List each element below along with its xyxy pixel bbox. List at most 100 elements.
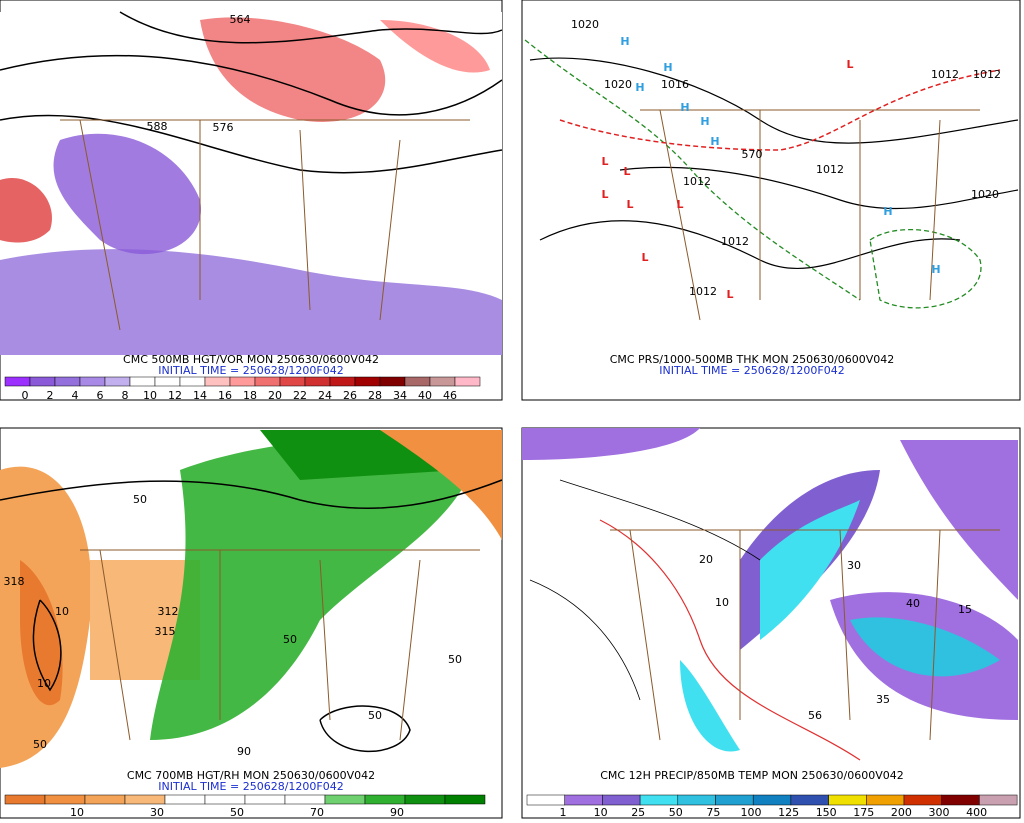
pressure-center: H [635, 81, 644, 94]
colorbar-swatch [104, 376, 131, 387]
humidity-fill [0, 430, 503, 768]
pressure-center: L [601, 188, 608, 201]
pressure-center: L [676, 198, 683, 211]
colorbar-swatch [254, 376, 281, 387]
colorbar-label: 46 [443, 389, 457, 402]
contour-label: 1012 [683, 175, 711, 188]
colorbar-label: 18 [243, 389, 257, 402]
colorbar-label: 75 [706, 806, 720, 819]
colorbar-label: 200 [891, 806, 912, 819]
pressure-center: L [623, 165, 630, 178]
colorbar-swatch [941, 794, 980, 806]
contour-label: 50 [448, 653, 462, 666]
contour-label: 1020 [971, 188, 999, 201]
panel-frame [0, 427, 503, 819]
colorbar-swatch [564, 794, 603, 806]
colorbar-swatch [903, 794, 942, 806]
colorbar-swatch [404, 376, 431, 387]
panel-frame [521, 0, 1021, 401]
contour-label: 50 [368, 709, 382, 722]
pressure-center: H [680, 101, 689, 114]
contour-label: 50 [283, 633, 297, 646]
colorbar-swatch [429, 376, 456, 387]
colorbar-swatch [715, 794, 754, 806]
colorbar-swatch [124, 794, 166, 805]
colorbar-swatch [84, 794, 126, 805]
colorbar-swatch [304, 376, 331, 387]
contour-label: 1016 [661, 78, 689, 91]
colorbar-swatch [454, 376, 481, 387]
colorbar-swatch [364, 794, 406, 805]
colorbar-label: 8 [122, 389, 129, 402]
contour-label: 1012 [721, 235, 749, 248]
colorbar-swatch [639, 794, 679, 806]
colorbar-label: 24 [318, 389, 332, 402]
colorbar-label: 90 [390, 806, 404, 819]
precip-fill [522, 428, 1018, 761]
colorbar-label: 70 [310, 806, 324, 819]
caption: CMC 700MB HGT/RH MON 250630/0600V042 [127, 769, 375, 782]
contour-label: 318 [4, 575, 25, 588]
colorbar-swatch [154, 376, 181, 387]
colorbar-label: 25 [631, 806, 645, 819]
contour-label: 564 [230, 13, 251, 26]
colorbar-label: 2 [47, 389, 54, 402]
colorbar-swatch [752, 794, 792, 806]
pressure-center: H [710, 135, 719, 148]
colorbar-swatch [244, 794, 286, 805]
colorbar-label: 10 [143, 389, 157, 402]
initial-time: INITIAL TIME = 250628/1200F042 [158, 780, 343, 793]
colorbar-label: 34 [393, 389, 407, 402]
pressure-center: L [726, 288, 733, 301]
pressure-center: H [883, 205, 892, 218]
colorbar-swatch [129, 376, 156, 387]
colorbar-label: 175 [853, 806, 874, 819]
contour-label: 35 [876, 693, 890, 706]
contour-label: 1012 [931, 68, 959, 81]
colorbar-swatch [324, 794, 366, 805]
contour-label: 40 [906, 597, 920, 610]
colorbar-label: 50 [669, 806, 683, 819]
initial-time: INITIAL TIME = 250628/1200F042 [659, 364, 844, 377]
pressure-contours [524, 39, 1019, 321]
contour-label: 90 [237, 745, 251, 758]
contour-label: 588 [147, 120, 168, 133]
colorbar-swatch [44, 794, 86, 805]
pressure-center: H [931, 263, 940, 276]
colorbar-label: 10 [594, 806, 608, 819]
contour-label: 1012 [816, 163, 844, 176]
colorbar-swatch [444, 794, 486, 805]
contour-label: 576 [213, 121, 234, 134]
colorbar-swatch [279, 376, 306, 387]
colorbar-swatch [866, 794, 905, 806]
colorbar-label: 20 [268, 389, 282, 402]
colorbar-label: 125 [778, 806, 799, 819]
colorbar-label: 4 [72, 389, 79, 402]
colorbar-label: 400 [966, 806, 987, 819]
contour-label: 312 [158, 605, 179, 618]
colorbar-label: 16 [218, 389, 232, 402]
contour-label: 1020 [604, 78, 632, 91]
caption: CMC 500MB HGT/VOR MON 250630/0600V042 [123, 353, 379, 366]
colorbar-swatch [677, 794, 716, 806]
pressure-center: H [620, 35, 629, 48]
colorbar-label: 150 [816, 806, 837, 819]
colorbar-swatch [229, 376, 256, 387]
colorbar-swatch [979, 794, 1018, 806]
caption: CMC PRS/1000-500MB THK MON 250630/0600V0… [610, 353, 895, 366]
colorbar-swatch [29, 376, 56, 387]
initial-time: INITIAL TIME = 250628/1200F042 [158, 364, 343, 377]
contour-label: 10 [37, 677, 51, 690]
colorbar-swatch [379, 376, 406, 387]
contour-label: 50 [133, 493, 147, 506]
colorbar-label: 28 [368, 389, 382, 402]
colorbar-swatch [354, 376, 381, 387]
colorbar-label: 10 [70, 806, 84, 819]
colorbar-swatch [404, 794, 446, 805]
contour-label: 10 [715, 596, 729, 609]
colorbar-swatch [204, 794, 246, 805]
pressure-center: H [700, 115, 709, 128]
contour-label: 20 [699, 553, 713, 566]
contour-label: 315 [155, 625, 176, 638]
contour-label: 56 [808, 709, 822, 722]
